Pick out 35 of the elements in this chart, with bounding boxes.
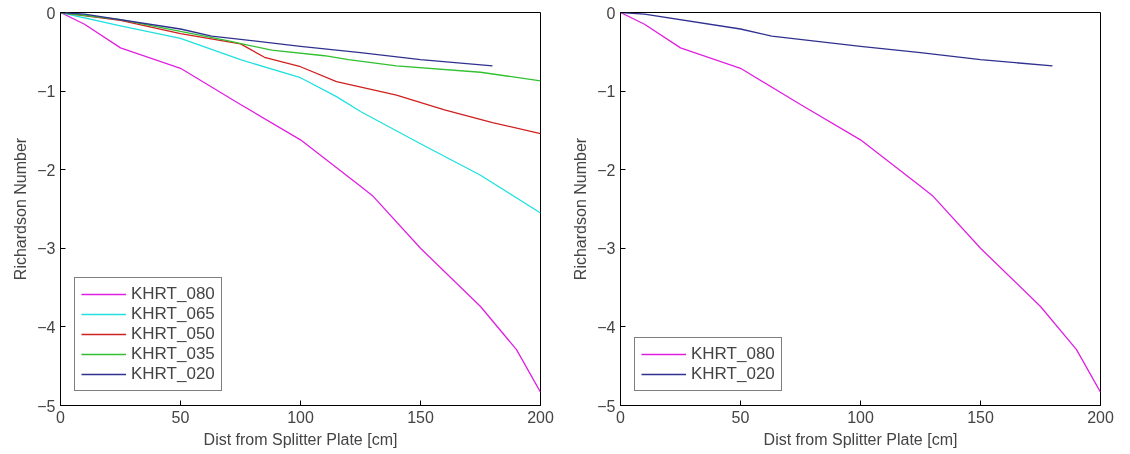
- x-tick-label: 150: [967, 408, 994, 426]
- legend-label: KHRT_050: [131, 324, 215, 344]
- legend-label: KHRT_035: [131, 344, 215, 364]
- y-tick-label: −5: [597, 397, 616, 415]
- y-tick-label: −1: [597, 83, 616, 101]
- y-axis-title: Richardson Number: [572, 137, 590, 281]
- y-tick-label: −5: [37, 397, 56, 415]
- y-tick-label: −3: [37, 240, 56, 258]
- legend-label: KHRT_020: [131, 364, 215, 384]
- line-series: [620, 12, 1101, 393]
- y-tick-label: −1: [37, 83, 56, 101]
- x-tick-label: 100: [847, 408, 874, 426]
- x-tick-label: 200: [527, 408, 554, 426]
- x-tick-label: 150: [407, 408, 434, 426]
- y-tick-label: −2: [597, 161, 616, 179]
- x-tick-label: 200: [1087, 408, 1114, 426]
- line-series: [60, 12, 541, 82]
- x-tick-label: 50: [171, 408, 190, 426]
- y-tick-label: 0: [606, 4, 616, 22]
- line-series: [60, 12, 541, 214]
- y-tick-label: −4: [597, 318, 616, 336]
- legend-label: KHRT_080: [691, 344, 775, 364]
- y-tick-label: −2: [37, 161, 56, 179]
- line-series: [60, 12, 541, 393]
- y-tick-label: 0: [46, 4, 56, 22]
- x-axis-title: Dist from Splitter Plate [cm]: [203, 430, 398, 448]
- legend-label: KHRT_020: [691, 364, 775, 384]
- x-tick-label: 50: [731, 408, 750, 426]
- x-tick-label: 100: [287, 408, 314, 426]
- y-axis-title: Richardson Number: [12, 137, 30, 281]
- y-tick-label: −4: [37, 318, 56, 336]
- x-axis-title: Dist from Splitter Plate [cm]: [763, 430, 958, 448]
- legend-label: KHRT_080: [131, 284, 215, 304]
- y-tick-label: −3: [597, 240, 616, 258]
- legend-label: KHRT_065: [131, 304, 215, 324]
